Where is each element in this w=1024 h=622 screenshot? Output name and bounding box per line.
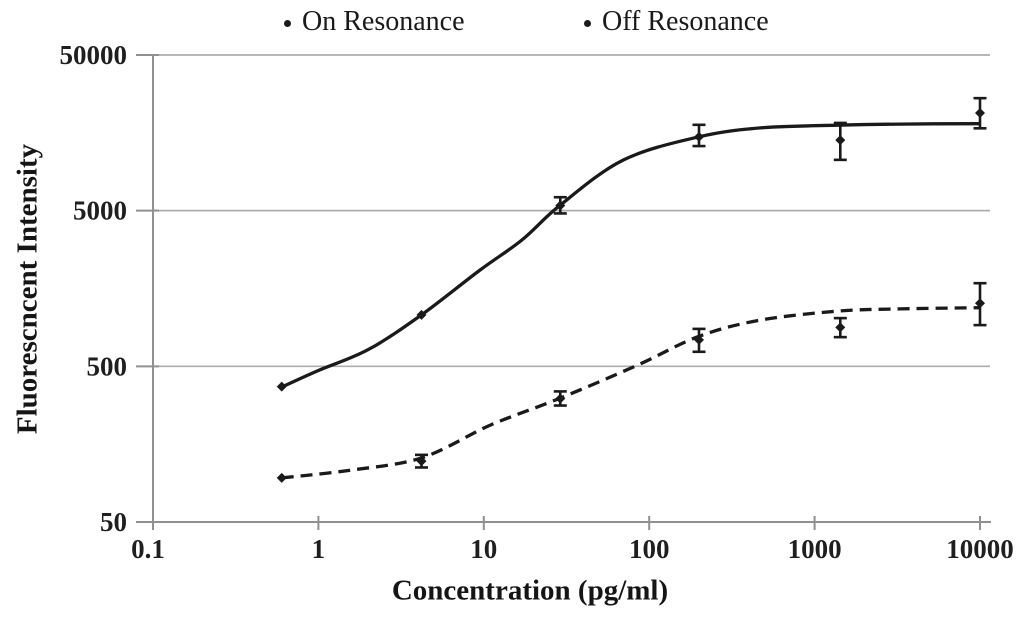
legend-dot-icon <box>284 19 291 27</box>
x-tick-label: 10000 <box>946 534 1014 564</box>
data-point-on-resonance <box>416 309 427 320</box>
legend-dot-icon <box>584 19 591 27</box>
x-tick-label: 10 <box>470 534 497 564</box>
data-point-off-resonance <box>555 393 566 404</box>
y-tick-label: 500 <box>87 351 128 381</box>
data-point-on-resonance <box>975 107 985 118</box>
fit-curve-on-resonance <box>281 122 981 389</box>
x-tick-label: 0.1 <box>131 534 165 564</box>
data-point-on-resonance <box>693 131 704 142</box>
data-point-off-resonance <box>416 456 427 467</box>
data-point-on-resonance <box>555 200 566 211</box>
y-tick-label: 50000 <box>60 40 128 70</box>
fit-curve-off-resonance <box>281 306 981 480</box>
y-axis-title: Fluorescncent Intensity <box>11 143 44 435</box>
data-point-off-resonance <box>835 322 846 333</box>
x-axis-title: Concentration (pg/ml) <box>391 574 669 607</box>
x-tick-label: 100 <box>629 534 670 564</box>
y-tick-label: 5000 <box>73 196 127 226</box>
data-point-off-resonance <box>975 298 985 309</box>
legend-label-on-resonance: On Resonance <box>302 6 465 37</box>
data-point-off-resonance <box>276 472 287 483</box>
x-tick-label: 1000 <box>788 534 842 564</box>
legend-item-on-resonance: On Resonance <box>284 6 465 38</box>
data-point-on-resonance <box>835 135 846 146</box>
data-point-off-resonance <box>693 334 704 345</box>
legend-label-off-resonance: Off Resonance <box>602 6 769 37</box>
legend-item-off-resonance: Off Resonance <box>584 6 769 38</box>
data-point-on-resonance <box>276 381 287 392</box>
x-tick-label: 1 <box>312 534 326 564</box>
y-tick-label: 50 <box>100 507 127 537</box>
